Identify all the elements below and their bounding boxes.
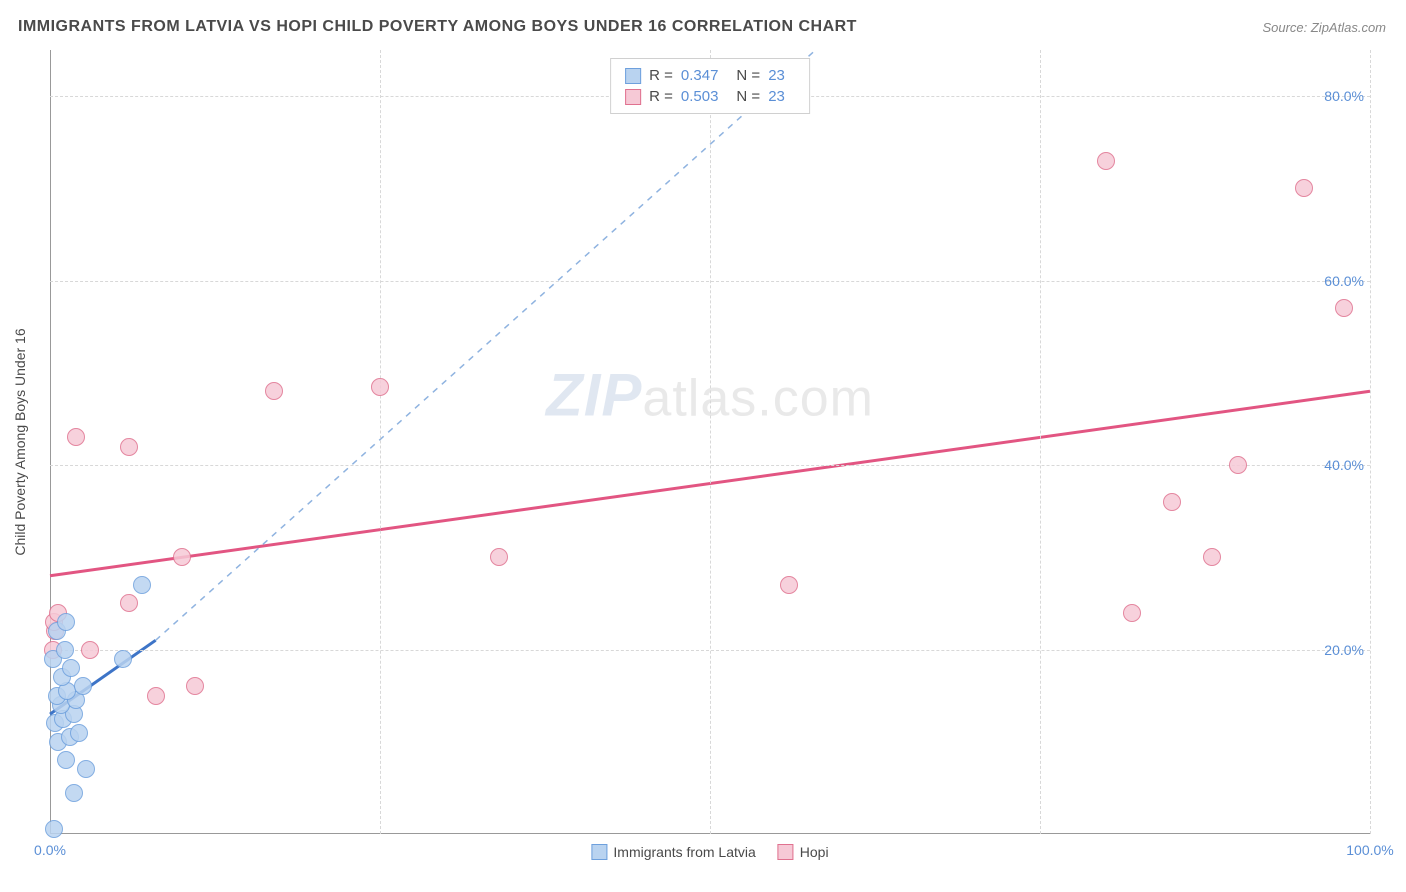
data-point-hopi [120, 438, 138, 456]
data-point-hopi [1295, 179, 1313, 197]
data-point-latvia [133, 576, 151, 594]
data-point-hopi [265, 382, 283, 400]
legend-label-latvia: Immigrants from Latvia [613, 844, 755, 860]
xtick: 0.0% [34, 842, 66, 858]
swatch-latvia [625, 68, 641, 84]
data-point-latvia [56, 641, 74, 659]
data-point-hopi [1203, 548, 1221, 566]
data-point-hopi [490, 548, 508, 566]
data-point-latvia [114, 650, 132, 668]
data-point-hopi [67, 428, 85, 446]
data-point-latvia [65, 784, 83, 802]
data-point-latvia [74, 677, 92, 695]
gridline-v [710, 50, 711, 834]
data-point-hopi [81, 641, 99, 659]
swatch-latvia-icon [591, 844, 607, 860]
data-point-hopi [780, 576, 798, 594]
chart-area: Child Poverty Among Boys Under 16 ZIPatl… [50, 50, 1370, 834]
data-point-hopi [1229, 456, 1247, 474]
ytick: 60.0% [1324, 273, 1364, 289]
gridline-v [1370, 50, 1371, 834]
r-value-latvia: 0.347 [681, 67, 719, 84]
r-label: R = [649, 67, 673, 84]
data-point-latvia [45, 820, 63, 838]
plot-region: ZIPatlas.com 20.0%40.0%60.0%80.0%0.0%100… [50, 50, 1370, 834]
data-point-hopi [1335, 299, 1353, 317]
chart-title: IMMIGRANTS FROM LATVIA VS HOPI CHILD POV… [18, 18, 857, 36]
r-value-hopi: 0.503 [681, 88, 719, 105]
data-point-latvia [57, 751, 75, 769]
ytick: 20.0% [1324, 642, 1364, 658]
data-point-latvia [77, 760, 95, 778]
stats-box: R = 0.347 N = 23 R = 0.503 N = 23 [610, 58, 810, 114]
data-point-hopi [147, 687, 165, 705]
swatch-hopi-icon [778, 844, 794, 860]
source-label: Source: ZipAtlas.com [1262, 20, 1386, 35]
legend-item-hopi: Hopi [778, 844, 829, 860]
ytick: 40.0% [1324, 457, 1364, 473]
gridline-v [380, 50, 381, 834]
swatch-hopi [625, 89, 641, 105]
data-point-hopi [371, 378, 389, 396]
r-label: R = [649, 88, 673, 105]
data-point-latvia [62, 659, 80, 677]
data-point-hopi [1097, 152, 1115, 170]
data-point-hopi [186, 677, 204, 695]
n-value-hopi: 23 [768, 88, 785, 105]
n-label: N = [736, 67, 760, 84]
data-point-hopi [1123, 604, 1141, 622]
legend-label-hopi: Hopi [800, 844, 829, 860]
data-point-hopi [120, 594, 138, 612]
ytick: 80.0% [1324, 88, 1364, 104]
xtick: 100.0% [1346, 842, 1393, 858]
data-point-latvia [57, 613, 75, 631]
n-value-latvia: 23 [768, 67, 785, 84]
n-label: N = [736, 88, 760, 105]
stats-row-hopi: R = 0.503 N = 23 [625, 86, 795, 107]
data-point-hopi [173, 548, 191, 566]
regression-line [156, 50, 816, 640]
legend: Immigrants from Latvia Hopi [591, 844, 828, 860]
data-point-latvia [70, 724, 88, 742]
stats-row-latvia: R = 0.347 N = 23 [625, 65, 795, 86]
y-axis-label: Child Poverty Among Boys Under 16 [12, 328, 28, 555]
legend-item-latvia: Immigrants from Latvia [591, 844, 755, 860]
gridline-v [1040, 50, 1041, 834]
data-point-hopi [1163, 493, 1181, 511]
